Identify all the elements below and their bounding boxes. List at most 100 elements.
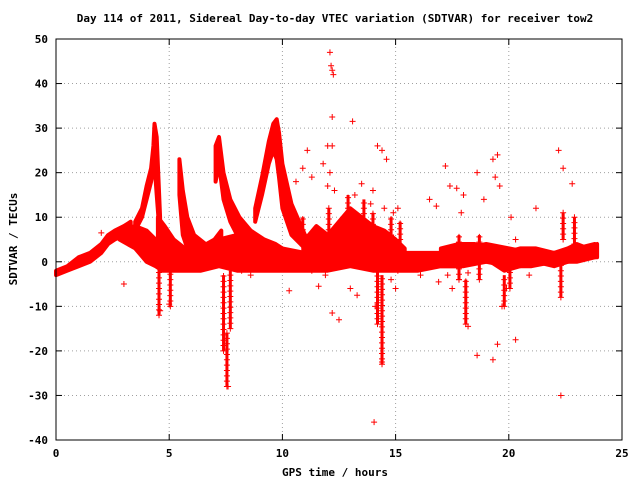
data-spike bbox=[374, 267, 381, 328]
x-axis-label: GPS time / hours bbox=[282, 466, 388, 479]
data-point bbox=[532, 205, 539, 212]
data-point bbox=[499, 303, 506, 310]
y-tick-label: -30 bbox=[28, 389, 48, 402]
data-point bbox=[512, 236, 519, 243]
data-point bbox=[560, 165, 567, 172]
data-point bbox=[394, 205, 401, 212]
y-axis-label: SDTVAR / TECUs bbox=[7, 193, 20, 286]
x-tick-label: 0 bbox=[53, 447, 60, 460]
data-spike bbox=[227, 270, 234, 332]
data-point bbox=[474, 352, 481, 359]
data-point bbox=[315, 283, 322, 290]
data-point bbox=[453, 185, 460, 192]
data-point bbox=[329, 67, 336, 74]
x-tick-label: 20 bbox=[502, 447, 515, 460]
data-point bbox=[371, 419, 378, 426]
data-band bbox=[438, 242, 600, 273]
data-point bbox=[347, 285, 354, 292]
x-tick-label: 5 bbox=[166, 447, 173, 460]
data-spike bbox=[360, 199, 367, 265]
data-point bbox=[526, 272, 533, 279]
data-point bbox=[465, 269, 472, 276]
chart-title: Day 114 of 2011, Sidereal Day-to-day VTE… bbox=[77, 12, 594, 25]
axis-ticks bbox=[55, 38, 623, 441]
data-point bbox=[308, 174, 315, 181]
y-tick-label: 10 bbox=[35, 211, 48, 224]
data-point bbox=[286, 287, 293, 294]
data-point bbox=[354, 292, 361, 299]
data-spike bbox=[223, 330, 230, 390]
data-point bbox=[394, 267, 401, 274]
data-point bbox=[557, 392, 564, 399]
data-point bbox=[374, 142, 381, 149]
data-spike bbox=[415, 252, 422, 270]
data-point bbox=[367, 200, 374, 207]
data-spike bbox=[299, 216, 306, 265]
data-point bbox=[480, 196, 487, 203]
data-spike bbox=[571, 214, 578, 247]
x-tick-label: 15 bbox=[389, 447, 402, 460]
data-point bbox=[417, 272, 424, 279]
data-point bbox=[324, 183, 331, 190]
data-point bbox=[512, 336, 519, 343]
y-tick-label: 30 bbox=[35, 122, 48, 135]
data-point bbox=[351, 191, 358, 198]
data-point bbox=[369, 187, 376, 194]
data-point bbox=[326, 49, 333, 56]
data-point bbox=[330, 71, 337, 78]
data-point bbox=[458, 209, 465, 216]
data-point bbox=[489, 156, 496, 163]
data-spike bbox=[560, 209, 567, 243]
data-spike bbox=[397, 220, 404, 270]
data-spike bbox=[220, 273, 227, 354]
x-tick-labels: 0 5 10 15 20 25 bbox=[53, 447, 629, 460]
data-point bbox=[446, 183, 453, 190]
data-point bbox=[349, 118, 356, 125]
data-point bbox=[435, 278, 442, 285]
x-tick-label: 10 bbox=[276, 447, 289, 460]
data-point bbox=[292, 178, 299, 185]
data-point bbox=[322, 272, 329, 279]
data-point bbox=[433, 203, 440, 210]
data-point bbox=[320, 160, 327, 167]
data-point bbox=[494, 151, 501, 158]
data-point bbox=[331, 187, 338, 194]
data-point bbox=[392, 285, 399, 292]
y-tick-label: -20 bbox=[28, 345, 48, 358]
data-point bbox=[308, 267, 315, 274]
data-point bbox=[455, 276, 462, 283]
data-point bbox=[496, 183, 503, 190]
data-point bbox=[329, 142, 336, 149]
data-point bbox=[503, 285, 510, 292]
data-points bbox=[54, 49, 600, 426]
data-point bbox=[494, 341, 501, 348]
y-tick-label: 50 bbox=[35, 33, 48, 46]
data-band bbox=[213, 135, 285, 264]
data-point bbox=[379, 147, 386, 154]
data-spike bbox=[325, 205, 332, 265]
x-tick-label: 25 bbox=[615, 447, 628, 460]
data-spike bbox=[476, 233, 483, 283]
data-point bbox=[442, 162, 449, 169]
data-point bbox=[326, 169, 333, 176]
data-point bbox=[247, 272, 254, 279]
data-point bbox=[336, 316, 342, 323]
data-point bbox=[270, 142, 277, 149]
data-point bbox=[489, 356, 496, 363]
data-point bbox=[379, 359, 386, 366]
data-point bbox=[381, 205, 388, 212]
data-spike bbox=[369, 210, 376, 265]
y-tick-labels: -40 -30 -20 -10 0 10 20 30 40 50 bbox=[28, 33, 48, 447]
y-tick-label: -40 bbox=[28, 434, 48, 447]
data-point bbox=[449, 285, 456, 292]
data-point bbox=[328, 62, 335, 69]
data-point bbox=[329, 310, 336, 317]
data-point bbox=[98, 229, 105, 236]
data-point bbox=[460, 191, 467, 198]
data-point bbox=[299, 165, 306, 172]
data-point bbox=[569, 180, 576, 187]
data-point bbox=[390, 209, 397, 216]
data-point bbox=[555, 147, 562, 154]
y-tick-label: 0 bbox=[41, 256, 48, 269]
